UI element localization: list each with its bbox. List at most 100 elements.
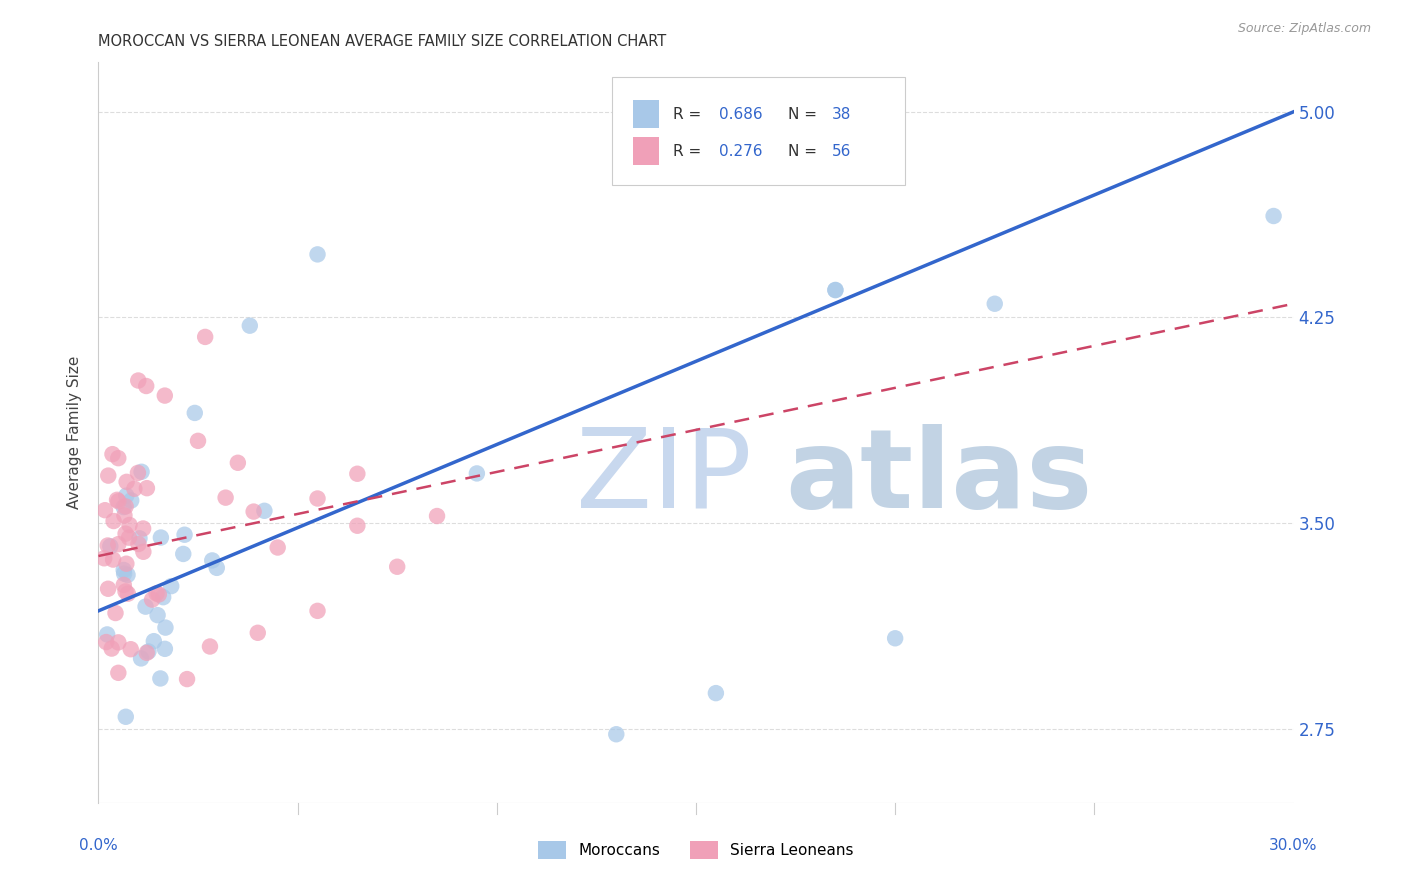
Point (117, 568, 139, 582)
Point (884, 632, 907, 646)
Point (120, 642, 142, 657)
Point (152, 590, 174, 604)
Point (120, 493, 142, 508)
Point (96, 635, 118, 649)
Point (385, 559, 409, 574)
Point (112, 578, 135, 592)
Point (112, 563, 135, 577)
Text: 0.276: 0.276 (718, 144, 762, 159)
Point (135, 379, 157, 393)
Text: 0.686: 0.686 (718, 107, 762, 122)
Point (824, 283, 846, 297)
Point (142, 634, 165, 648)
Point (115, 475, 138, 489)
Point (135, 599, 157, 614)
Point (307, 604, 329, 618)
Point (117, 587, 139, 601)
Text: ZIP: ZIP (576, 424, 752, 531)
Point (103, 514, 125, 528)
Y-axis label: Average Family Size: Average Family Size (67, 356, 83, 509)
Point (114, 508, 136, 523)
Text: R =: R = (673, 144, 706, 159)
Point (107, 635, 129, 649)
Point (127, 537, 149, 551)
Point (114, 710, 136, 724)
Point (131, 465, 153, 479)
Bar (633, 100, 659, 128)
Point (101, 447, 124, 461)
Point (112, 500, 135, 514)
Text: Source: ZipAtlas.com: Source: ZipAtlas.com (1237, 22, 1371, 36)
Point (145, 586, 167, 600)
Point (214, 491, 236, 505)
Point (114, 584, 136, 599)
Point (129, 651, 152, 665)
Point (112, 566, 135, 581)
Point (138, 644, 160, 658)
Point (124, 482, 146, 496)
Point (226, 456, 249, 470)
Point (127, 466, 149, 480)
Point (135, 481, 157, 495)
Point (107, 494, 129, 508)
Point (267, 541, 290, 555)
Point (118, 518, 141, 533)
Point (149, 531, 172, 545)
Text: 30.0%: 30.0% (1270, 838, 1317, 854)
Point (118, 531, 141, 545)
Point (704, 686, 727, 700)
Point (107, 451, 129, 466)
Point (1263, 209, 1285, 223)
Text: N =: N = (787, 144, 823, 159)
Point (97, 468, 120, 483)
Point (104, 606, 127, 620)
Point (107, 665, 129, 680)
Point (176, 672, 198, 686)
Point (107, 537, 129, 551)
Point (101, 552, 124, 566)
Point (148, 587, 170, 601)
Point (96, 627, 118, 641)
Point (115, 557, 138, 571)
Point (984, 297, 1007, 311)
Legend: Moroccans, Sierra Leoneans: Moroccans, Sierra Leoneans (533, 835, 859, 865)
Point (239, 318, 262, 333)
Point (824, 283, 846, 297)
Point (93, 551, 115, 566)
Point (201, 553, 224, 567)
Point (114, 500, 136, 514)
Point (160, 579, 183, 593)
Point (246, 625, 269, 640)
Point (187, 434, 209, 448)
Point (173, 527, 195, 541)
Text: 38: 38 (832, 107, 852, 122)
Text: MOROCCAN VS SIERRA LEONEAN AVERAGE FAMILY SIZE CORRELATION CHART: MOROCCAN VS SIERRA LEONEAN AVERAGE FAMIL… (98, 34, 666, 49)
Point (153, 641, 176, 656)
Point (105, 492, 128, 507)
Point (149, 672, 172, 686)
Point (605, 727, 627, 741)
Point (100, 641, 122, 656)
Point (153, 388, 176, 402)
Point (194, 330, 217, 344)
Text: R =: R = (673, 107, 706, 122)
Point (135, 646, 157, 660)
FancyBboxPatch shape (613, 78, 905, 185)
Point (98, 539, 121, 553)
Point (132, 521, 155, 535)
Point (346, 518, 368, 533)
Point (155, 621, 177, 635)
Text: atlas: atlas (786, 424, 1092, 531)
Point (253, 504, 276, 518)
Point (242, 505, 264, 519)
Point (127, 374, 149, 388)
Point (97, 539, 120, 553)
Bar (633, 137, 659, 165)
Point (114, 526, 136, 541)
Point (307, 491, 329, 506)
Point (97, 582, 120, 596)
Point (115, 489, 138, 503)
Point (172, 547, 194, 561)
Point (184, 406, 207, 420)
Point (465, 467, 488, 481)
